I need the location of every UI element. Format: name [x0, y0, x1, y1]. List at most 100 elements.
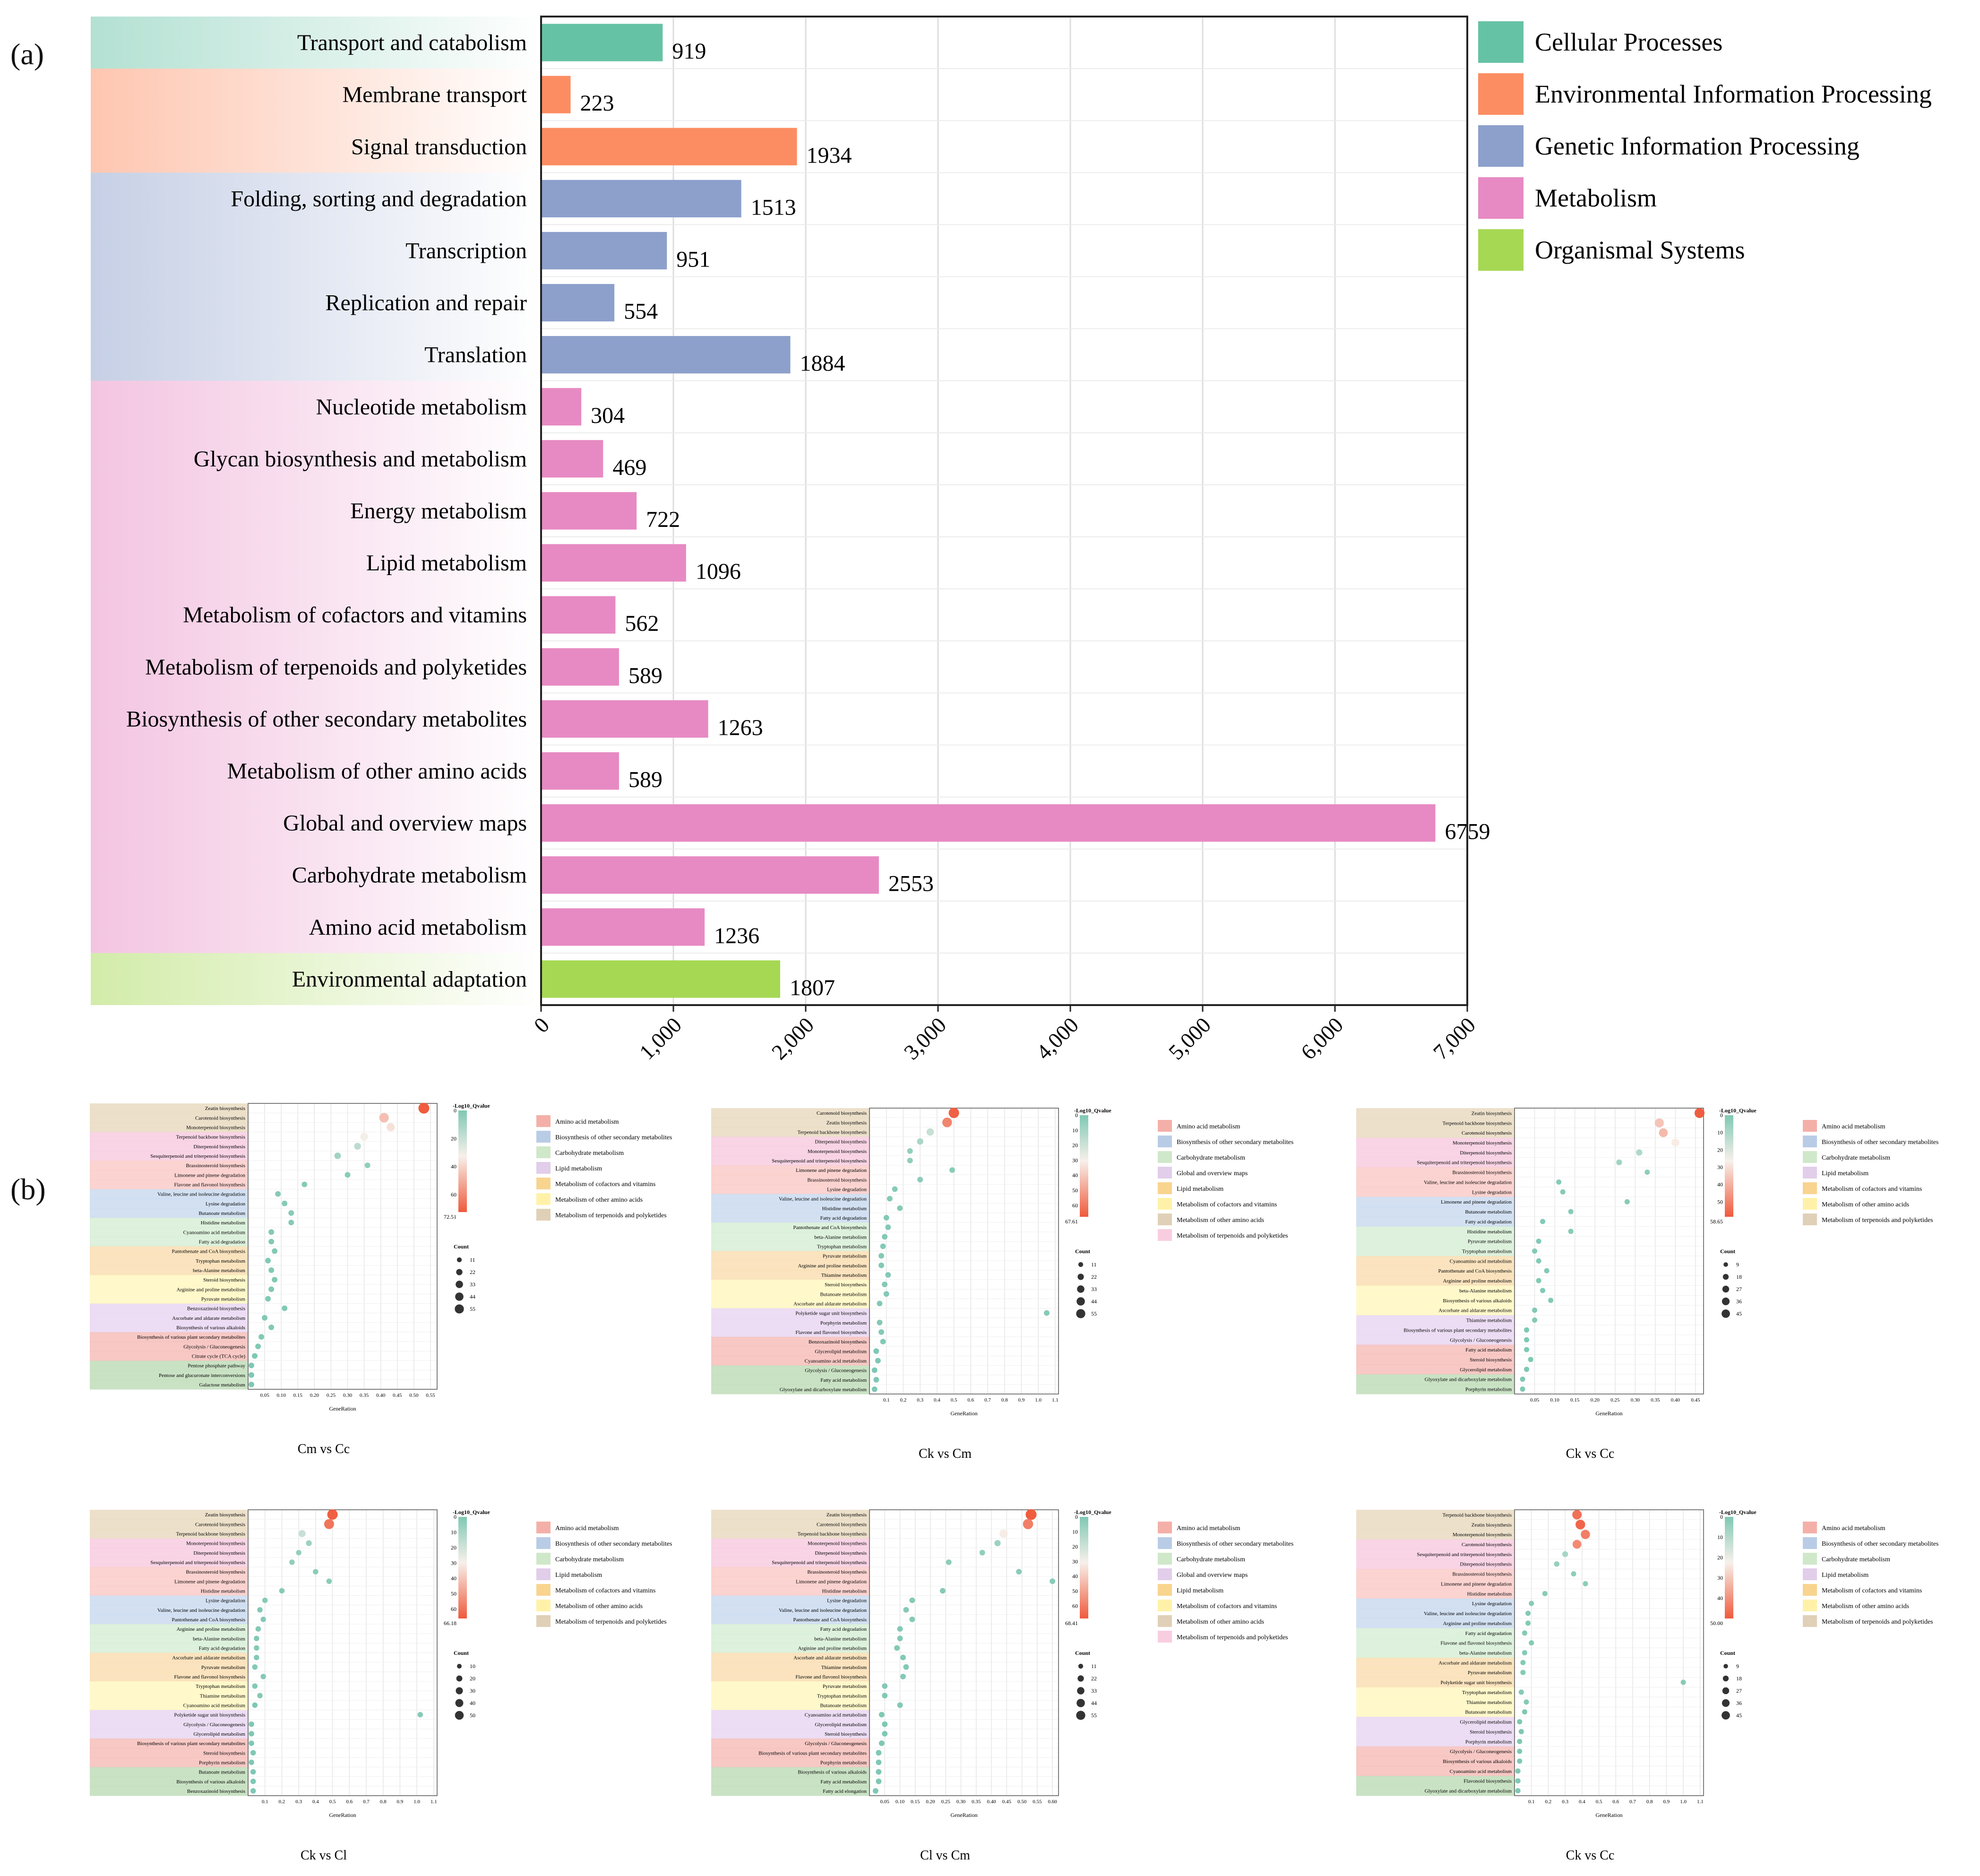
pathway-label: Zeatin biosynthesis	[826, 1120, 867, 1126]
point-galactose-metabolism	[249, 1381, 254, 1387]
x-tick-label: 4,000	[1032, 1013, 1083, 1064]
pathway-label: Monoterpenoid biosynthesis	[1453, 1532, 1512, 1538]
point-cyanoamino-acid-metabolism	[878, 1712, 885, 1718]
category-band	[711, 1213, 869, 1223]
point-lysine-degradation	[909, 1597, 915, 1603]
colorbar-tick: 60	[451, 1191, 456, 1198]
category-band	[90, 1284, 248, 1294]
size-legend-label: 33	[470, 1281, 475, 1288]
size-legend-dot	[456, 1281, 463, 1288]
category-legend-label: Metabolism of terpenoids and polyketides	[555, 1618, 667, 1626]
x-tick-label: 0.6	[346, 1799, 353, 1805]
pathway-label: Fatty acid degradation	[820, 1626, 867, 1632]
category-legend-label: Lipid metabolism	[1177, 1587, 1223, 1594]
point-ascorbate-and-aldarate-metabolism	[262, 1315, 268, 1321]
size-legend-label: 50	[470, 1712, 475, 1719]
point-biosynthesis-of-various-plant-secondary-metabolites	[258, 1334, 265, 1340]
category-legend-label: Biosynthesis of other secondary metaboli…	[1822, 1139, 1938, 1146]
category-band	[711, 1308, 869, 1318]
pathway-label: Limonene and pinene degradation	[796, 1168, 867, 1173]
size-legend-dot	[1722, 1285, 1730, 1293]
colorbar-tick: 50	[1072, 1588, 1078, 1594]
pathway-label: beta-Alanine metabolism	[1459, 1288, 1512, 1294]
point-histidine-metabolism	[1568, 1229, 1574, 1234]
point-biosynthesis-of-various-plant-secondary-metabolites	[876, 1750, 882, 1756]
point-steroid-biosynthesis	[250, 1750, 256, 1756]
value-label: 469	[612, 455, 646, 480]
x-tick-label: 0.6	[967, 1397, 974, 1403]
plot-frame	[248, 1509, 438, 1796]
category-band	[90, 1681, 248, 1691]
pathway-label: Butanoate metabolism	[820, 1291, 867, 1297]
bar-energy-metabolism	[541, 492, 637, 530]
bar-global-and-overview-maps	[541, 804, 1436, 842]
value-label: 1513	[751, 195, 796, 220]
category-band	[90, 1141, 248, 1152]
colorbar	[1080, 1115, 1088, 1217]
category-legend-swatch	[1158, 1553, 1172, 1565]
size-legend-dot	[1076, 1309, 1085, 1318]
category-band	[90, 1379, 248, 1390]
category-band	[1356, 1510, 1515, 1520]
pathway-label: Monoterpenoid biosynthesis	[1453, 1140, 1512, 1146]
size-legend-dot	[1722, 1699, 1730, 1707]
group-band-metabolism	[91, 380, 541, 953]
category-band	[711, 1241, 869, 1251]
category-legend-label: Biosynthesis of other secondary metaboli…	[1177, 1139, 1293, 1146]
pathway-label: Biosynthesis of various alkaloids	[798, 1770, 867, 1775]
colorbar	[1080, 1517, 1088, 1618]
category-band	[90, 1132, 248, 1142]
x-tick-label: 0.3	[295, 1799, 302, 1805]
category-band	[90, 1614, 248, 1625]
size-legend-dot	[1722, 1675, 1729, 1682]
x-tick-label: 0.25	[941, 1799, 951, 1805]
x-tick-label: 0.30	[343, 1393, 353, 1398]
category-legend-label: Global and overview maps	[1177, 1170, 1248, 1177]
category-label: Translation	[424, 343, 527, 368]
size-legend-dot	[455, 1292, 464, 1301]
size-legend-label: 45	[1736, 1712, 1742, 1719]
colorbar-tick: 20	[451, 1544, 456, 1551]
pathway-label: Tryptophan metabolism	[196, 1258, 245, 1264]
point-ascorbate-and-aldarate-metabolism	[1520, 1660, 1526, 1665]
category-legend-swatch	[1158, 1120, 1172, 1132]
category-legend-label: Metabolism of cofactors and vitamins	[1822, 1587, 1922, 1594]
pathway-label: Pyruvate metabolism	[201, 1665, 246, 1670]
pathway-label: Histidine metabolism	[201, 1588, 246, 1594]
category-band	[1356, 1529, 1515, 1540]
colorbar-tick: 60	[451, 1606, 456, 1612]
size-legend-dot	[1722, 1274, 1729, 1280]
colorbar-title: -Log10_Qvalue	[1719, 1107, 1756, 1114]
category-legend-label: Carbohydrate metabolism	[1822, 1154, 1890, 1162]
bar-amino-acid-metabolism	[541, 908, 705, 946]
category-band	[90, 1595, 248, 1606]
point-zeatin-biosynthesis	[1025, 1509, 1037, 1520]
category-band	[711, 1576, 869, 1586]
category-legend-swatch	[536, 1146, 551, 1158]
category-legend-label: Metabolism of cofactors and vitamins	[1177, 1201, 1277, 1208]
size-legend-dot	[456, 1675, 463, 1682]
category-legend-swatch	[536, 1568, 551, 1580]
x-tick-label: 0.25	[1610, 1397, 1620, 1403]
x-axis-label: GeneRation	[1595, 1410, 1622, 1417]
colorbar-tick: 40	[451, 1163, 456, 1170]
point-pantothenate-and-coa-biosynthesis	[260, 1617, 266, 1622]
point-lysine-degradation	[282, 1200, 288, 1206]
pathway-label: Ascorbate and aldarate metabolism	[172, 1655, 245, 1661]
category-band	[711, 1260, 869, 1271]
category-band	[1356, 1305, 1515, 1316]
point-butanoate-metabolism	[1568, 1209, 1574, 1214]
category-band	[90, 1179, 248, 1189]
legend-label-genetic-information-processing: Genetic Information Processing	[1535, 132, 1859, 160]
point-arginine-and-proline-metabolism	[1536, 1278, 1541, 1283]
colorbar-tick: 20	[1717, 1554, 1723, 1561]
x-tick-label: 0.7	[984, 1397, 991, 1403]
category-label: Energy metabolism	[350, 499, 527, 524]
comparison-title: Ck vs Cc	[1566, 1446, 1615, 1461]
point-diterpenoid-biosynthesis	[296, 1549, 301, 1556]
x-tick-label: 0.45	[1002, 1799, 1012, 1805]
category-band	[711, 1356, 869, 1366]
category-legend-swatch	[1803, 1151, 1817, 1163]
plot-frame	[540, 16, 1468, 1006]
point-zeatin-biosynthesis	[1575, 1520, 1585, 1530]
